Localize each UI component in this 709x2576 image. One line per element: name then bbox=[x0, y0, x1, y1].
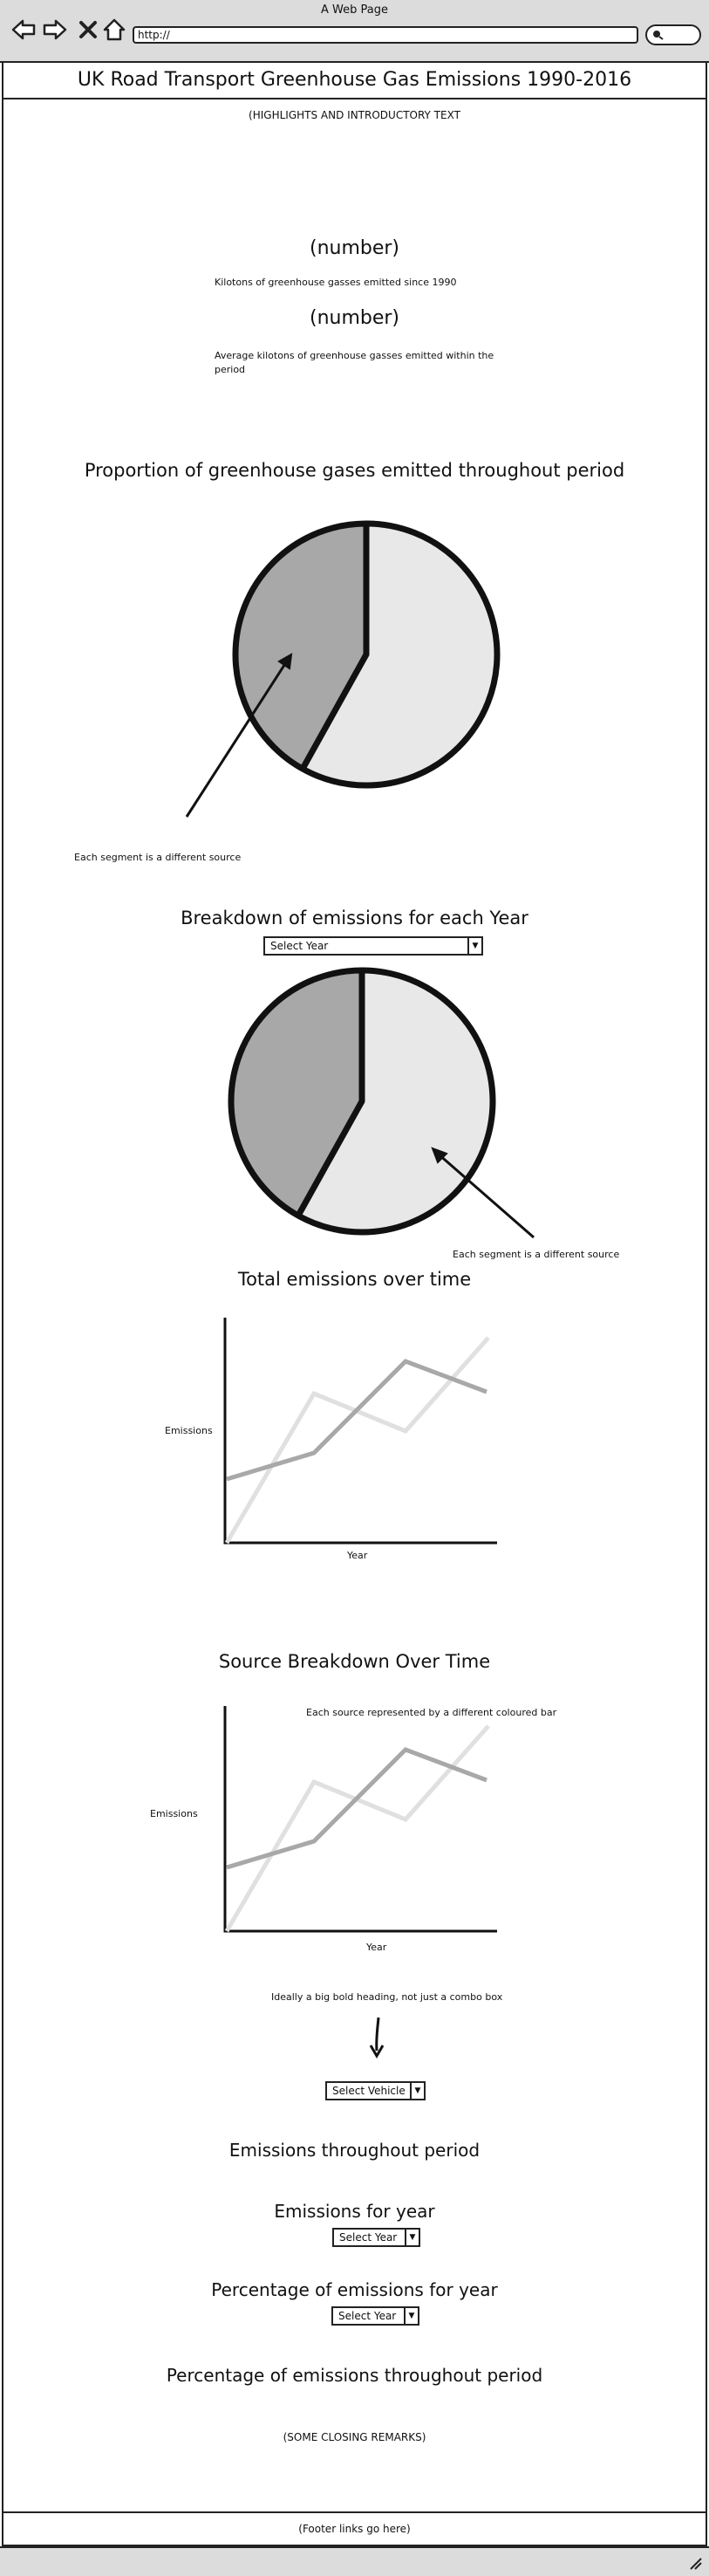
breakdown-annotation: Each segment is a different source bbox=[453, 1249, 620, 1260]
search-icon bbox=[653, 31, 664, 40]
vehicle-note: Ideally a big bold heading, not just a c… bbox=[271, 1991, 503, 2003]
emissions-year-select-value: Select Year bbox=[339, 2231, 398, 2244]
series-line-dark bbox=[226, 1359, 487, 1482]
vehicle-select-value: Select Vehicle bbox=[332, 2085, 406, 2097]
percentage-for-year-heading: Percentage of emissions for year bbox=[211, 2279, 498, 2300]
total-xlabel: Year bbox=[347, 1550, 368, 1561]
chevron-down-icon[interactable]: ▼ bbox=[467, 938, 481, 954]
source-xlabel: Year bbox=[366, 1942, 387, 1953]
close-icon[interactable] bbox=[77, 17, 103, 42]
back-arrow-icon[interactable] bbox=[10, 17, 37, 42]
chevron-down-icon[interactable]: ▼ bbox=[404, 2308, 418, 2324]
closing-remarks: (SOME CLOSING REMARKS) bbox=[283, 2431, 426, 2443]
resize-grip-icon[interactable] bbox=[687, 2555, 703, 2571]
proportion-annotation: Each segment is a different source bbox=[74, 852, 242, 863]
page-title: UK Road Transport Greenhouse Gas Emissio… bbox=[3, 63, 706, 99]
vehicle-select[interactable]: Select Vehicle ▼ bbox=[325, 2081, 426, 2100]
series-line-dark bbox=[226, 1747, 487, 1870]
total-heading: Total emissions over time bbox=[237, 1269, 472, 1290]
pie-segment-light bbox=[303, 524, 498, 785]
percentage-throughout-heading: Percentage of emissions throughout perio… bbox=[166, 2365, 543, 2386]
stat-number-total: (number) bbox=[309, 237, 400, 259]
breakdown-heading: Breakdown of emissions for each Year bbox=[181, 908, 528, 928]
status-bar bbox=[0, 2546, 709, 2576]
total-ylabel: Emissions bbox=[165, 1425, 213, 1436]
breakdown-pie-chart bbox=[228, 967, 496, 1236]
year-select[interactable]: Select Year ▼ bbox=[263, 936, 483, 956]
percentage-year-select-value: Select Year bbox=[338, 2310, 397, 2322]
forward-arrow-icon[interactable] bbox=[42, 17, 68, 42]
proportion-heading: Proportion of greenhouse gases emitted t… bbox=[84, 460, 625, 481]
year-select-value: Select Year bbox=[270, 940, 329, 952]
down-arrow-icon bbox=[369, 2017, 385, 2059]
stat-label-average-line2: period bbox=[215, 364, 246, 375]
proportion-pie-chart bbox=[232, 520, 501, 789]
source-ylabel: Emissions bbox=[150, 1808, 198, 1819]
home-icon[interactable] bbox=[101, 17, 127, 42]
chevron-down-icon[interactable]: ▼ bbox=[410, 2083, 424, 2099]
series-line-light bbox=[224, 1724, 490, 1933]
source-line-chart bbox=[223, 1706, 497, 1933]
pie-segment-light bbox=[298, 970, 494, 1232]
frame-border-left bbox=[2, 63, 3, 2576]
total-line-chart bbox=[223, 1318, 497, 1545]
percentage-year-select[interactable]: Select Year ▼ bbox=[331, 2306, 419, 2326]
url-input[interactable]: http:// bbox=[133, 26, 638, 44]
emissions-year-select[interactable]: Select Year ▼ bbox=[332, 2228, 420, 2247]
browser-chrome: A Web Page http:// bbox=[0, 0, 709, 63]
footer-links[interactable]: (Footer links go here) bbox=[3, 2511, 706, 2546]
stat-number-average: (number) bbox=[309, 307, 400, 329]
annotation-arrow-icon bbox=[431, 1147, 535, 1239]
annotation-arrow-icon bbox=[185, 653, 293, 818]
series-line-light bbox=[224, 1336, 490, 1545]
source-note: Each source represented by a different c… bbox=[306, 1707, 557, 1718]
source-heading: Source Breakdown Over Time bbox=[218, 1651, 491, 1672]
window-title: A Web Page bbox=[321, 3, 388, 17]
search-field[interactable] bbox=[645, 24, 701, 45]
emissions-for-year-heading: Emissions for year bbox=[274, 2201, 435, 2222]
frame-border-right bbox=[706, 63, 707, 2576]
stat-label-total: Kilotons of greenhouse gasses emitted si… bbox=[215, 277, 457, 288]
stat-label-average-line1: Average kilotons of greenhouse gasses em… bbox=[215, 350, 494, 361]
intro-text: (HIGHLIGHTS AND INTRODUCTORY TEXT bbox=[249, 109, 460, 121]
emissions-throughout-heading: Emissions throughout period bbox=[228, 2140, 481, 2161]
chevron-down-icon[interactable]: ▼ bbox=[405, 2230, 419, 2245]
